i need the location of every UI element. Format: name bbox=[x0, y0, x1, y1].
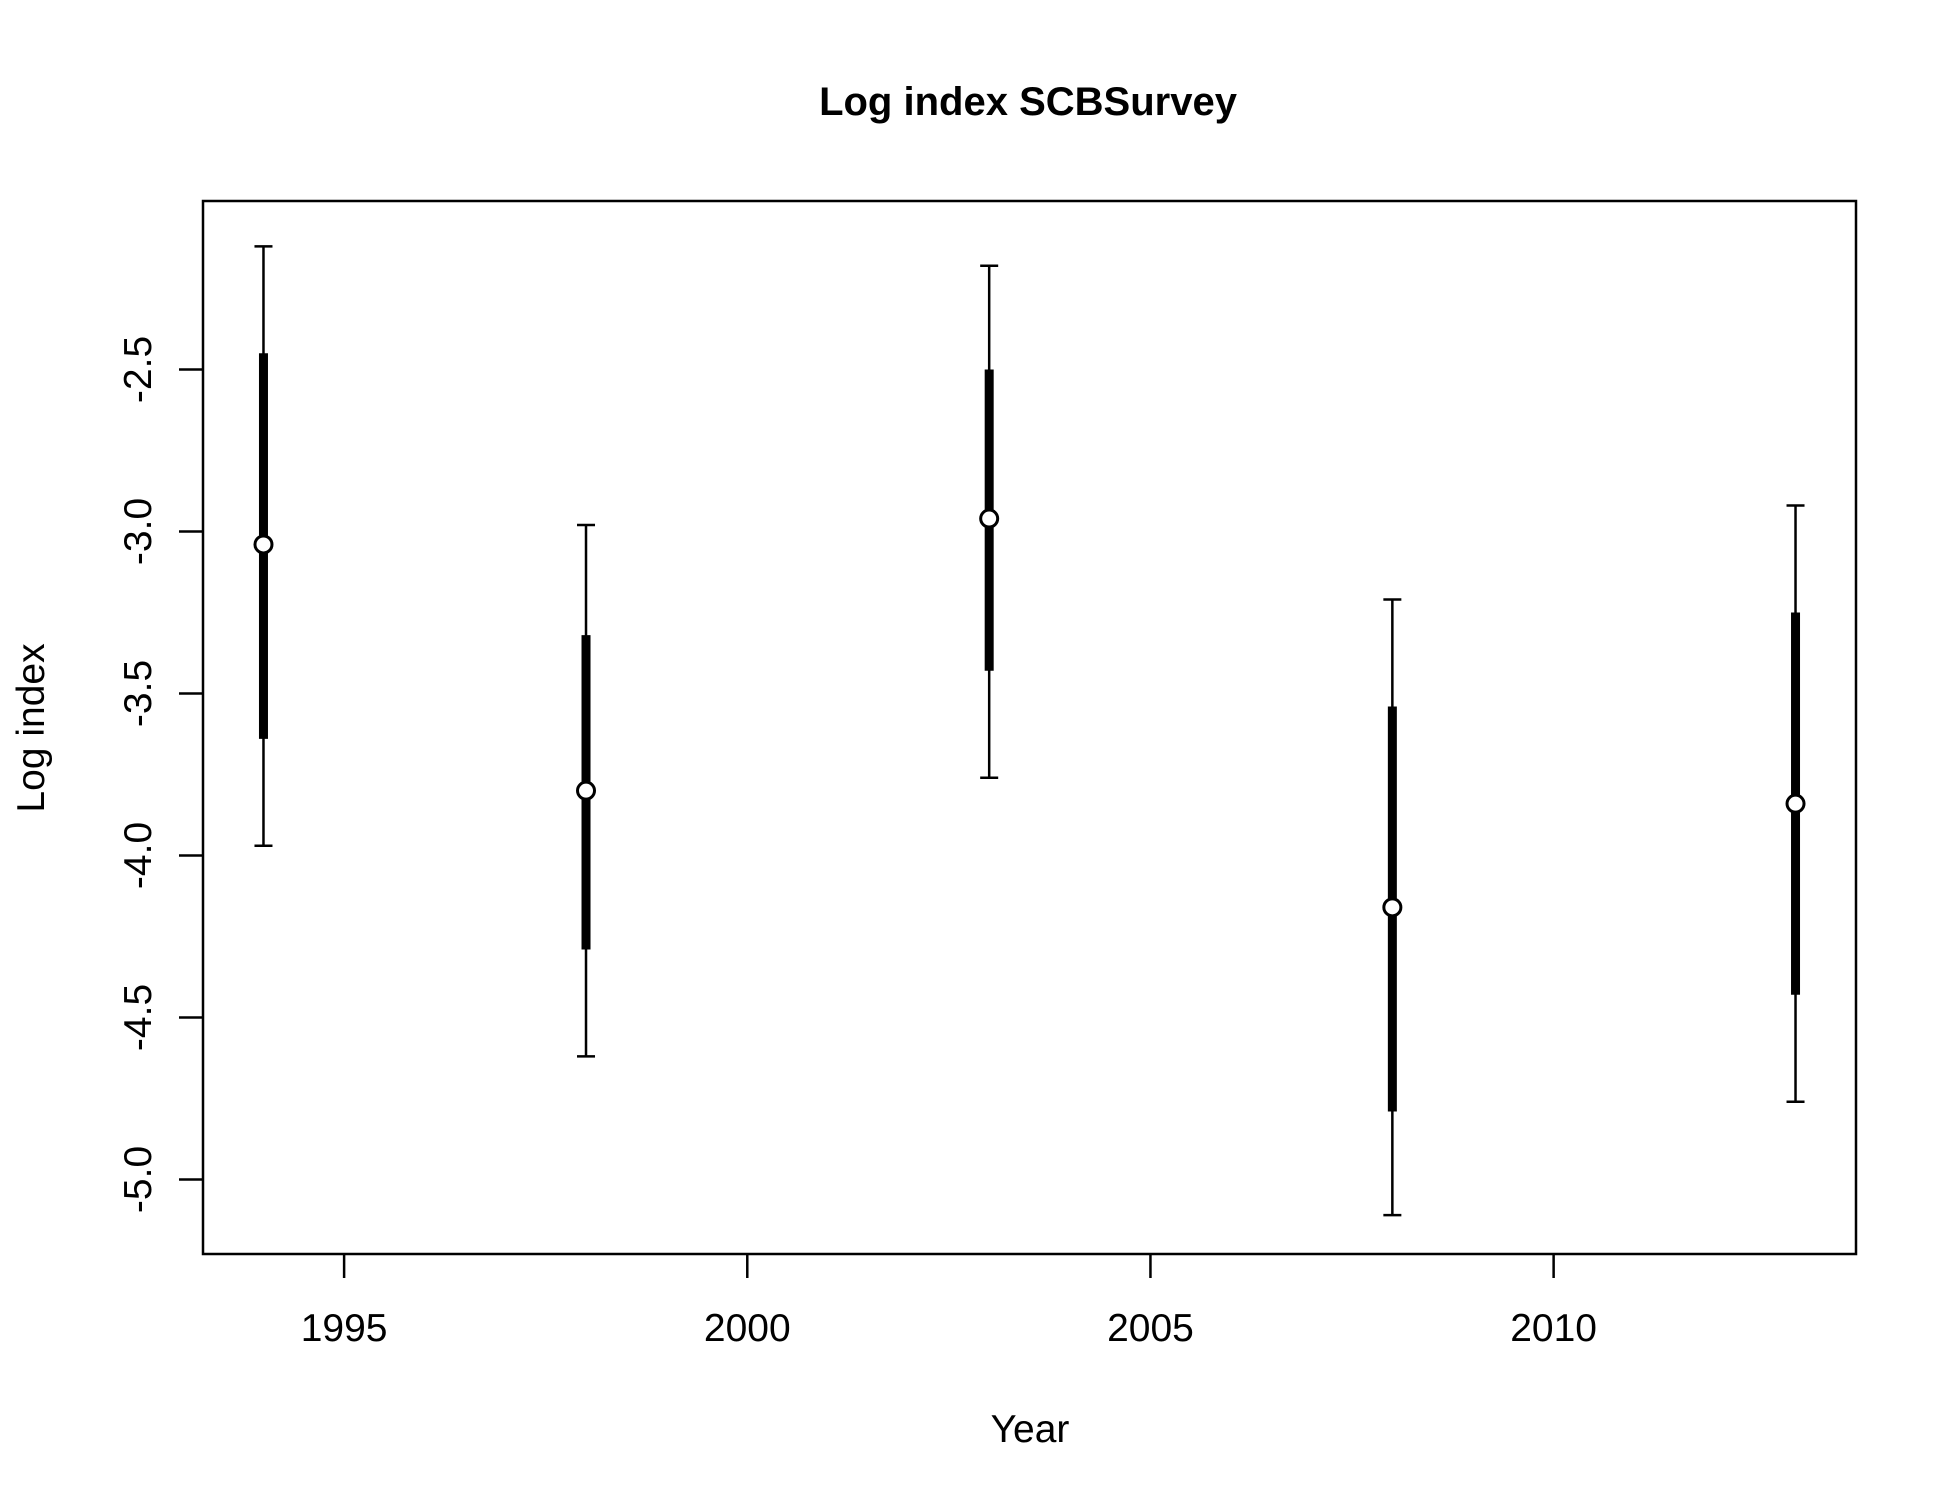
data-point-group bbox=[253, 245, 274, 848]
data-point bbox=[253, 534, 274, 555]
y-axis-label: Log index bbox=[10, 643, 53, 813]
x-axis: 1995 2000 2005 2010 bbox=[301, 1254, 1597, 1350]
y-tick-label: -4.5 bbox=[117, 984, 160, 1051]
y-tick-label: -5.0 bbox=[117, 1146, 160, 1213]
y-tick-label: -3.5 bbox=[117, 660, 160, 727]
x-tick-label: 2010 bbox=[1510, 1307, 1597, 1350]
x-tick-label: 2000 bbox=[704, 1307, 791, 1350]
x-tick-label: 1995 bbox=[301, 1307, 388, 1350]
data-point bbox=[1382, 897, 1403, 918]
plot-frame bbox=[201, 199, 1858, 1256]
y-tick-label: -4.0 bbox=[117, 822, 160, 889]
y-tick-label: -3.0 bbox=[117, 498, 160, 565]
data-point bbox=[979, 508, 1000, 529]
data-series bbox=[253, 245, 1806, 1217]
data-point-group bbox=[576, 523, 597, 1058]
y-axis: -2.5 -3.0 -3.5 -4.0 -4.5 -5.0 bbox=[117, 336, 203, 1213]
data-point-group bbox=[1785, 504, 1806, 1103]
data-point bbox=[1785, 793, 1806, 814]
x-axis-label: Year bbox=[991, 1408, 1070, 1451]
data-point-group bbox=[1382, 598, 1403, 1217]
x-tick-label: 2005 bbox=[1107, 1307, 1194, 1350]
chart-title: Log index SCBSurvey bbox=[819, 80, 1238, 124]
y-tick-label: -2.5 bbox=[117, 336, 160, 403]
data-point bbox=[576, 780, 597, 801]
data-point-group bbox=[979, 264, 1000, 779]
